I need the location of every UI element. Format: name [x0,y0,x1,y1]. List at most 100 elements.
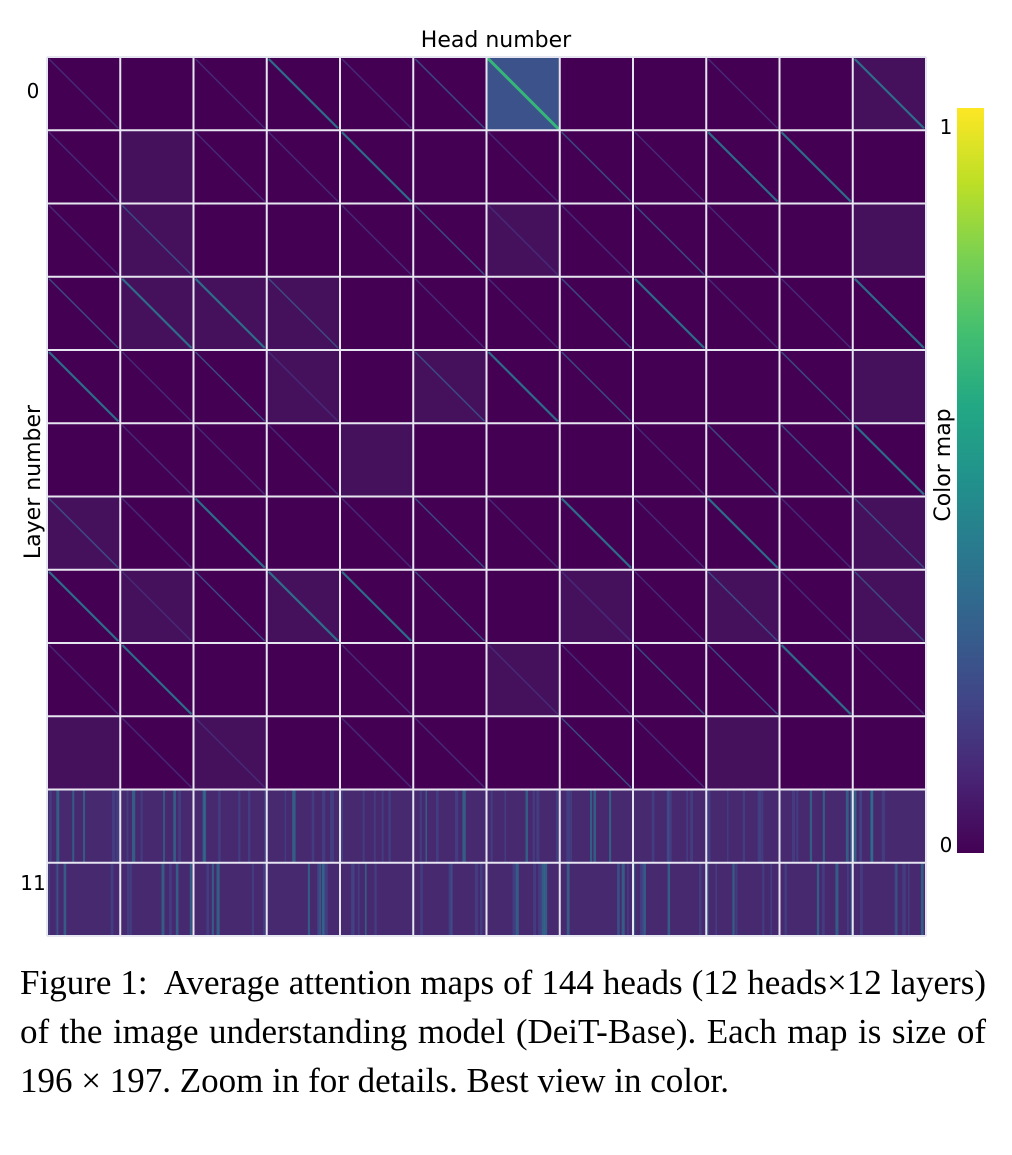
vertical-attention [448,862,451,936]
diagonal-attention [268,351,339,422]
diagonal-attention [195,424,266,495]
diagonal-attention [48,351,120,423]
vertical-attention [49,789,52,863]
vertical-attention [821,862,825,936]
diagonal-attention [341,570,413,642]
diagonal-attention [634,205,705,276]
diagonal-attention [781,571,852,642]
colorbar-min-label: 0 [940,833,953,857]
diagonal-attention [341,644,412,715]
vertical-attention [617,862,620,936]
diagonal-attention [854,498,925,569]
head-map-cell [266,496,340,570]
head-map-cell [486,789,560,863]
diagonal-attention [121,424,192,495]
head-map-cell [779,203,853,277]
vertical-attention [541,862,545,936]
diagonal-attention [341,58,412,129]
head-map-cell [413,643,487,717]
head-map-cell [633,57,707,131]
vertical-attention [859,862,863,936]
vertical-attention [263,862,265,936]
diagonal-attention [121,498,192,569]
vertical-attention [307,862,310,936]
vertical-attention [894,862,897,936]
diagonal-attention [121,205,192,276]
vertical-attention [340,789,344,863]
vertical-attention [727,789,729,863]
vertical-attention [642,862,646,936]
heatmap-grid [46,55,927,937]
vertical-attention [762,862,765,936]
vertical-attention [317,862,320,936]
diagonal-attention [414,717,485,788]
head-map-cell [706,350,780,424]
diagonal-attention [707,131,779,203]
row-tick-label-first: 0 [27,79,40,103]
diagonal-attention [561,717,632,788]
vertical-attention [56,789,60,863]
diagonal-attention [707,278,778,349]
vertical-attention [822,789,825,863]
head-map-cell [633,350,707,424]
head-map-cell [193,862,267,936]
diagonal-attention [414,58,485,129]
vertical-attention [350,862,354,936]
head-map-cell [193,643,267,717]
vertical-attention [203,789,207,863]
head-map-cell [413,789,487,863]
diagonal-attention [121,351,192,422]
diagonal-attention [268,278,339,349]
head-map-cell [120,130,194,204]
vertical-attention [111,789,116,863]
head-map-cell [266,643,340,717]
vertical-attention [796,789,799,863]
vertical-attention [247,789,251,863]
vertical-attention [835,862,839,936]
head-map-cell [852,203,926,277]
diagonal-attention [781,351,852,422]
vertical-attention [536,789,540,863]
head-map-cell [779,57,853,131]
diagonal-attention [48,58,119,129]
vertical-attention [388,789,391,863]
vertical-attention [374,862,377,936]
head-map-cell [559,423,633,497]
head-map-cell [340,423,414,497]
vertical-attention [292,789,296,863]
diagonal-attention [634,131,705,202]
vertical-attention [474,862,479,936]
diagonal-attention [781,498,852,569]
vertical-attention [621,862,625,936]
vertical-attention [732,862,735,936]
diagonal-attention [634,717,705,788]
y-axis-title: Layer number [21,404,46,559]
vertical-attention [651,789,655,863]
vertical-attention [263,789,267,863]
vertical-attention [321,789,326,863]
vertical-attention [566,862,570,936]
vertical-attention [425,789,428,863]
diagonal-attention [48,570,120,642]
vertical-attention [669,789,672,863]
vertical-attention [504,789,507,863]
vertical-attention [845,789,849,863]
head-map-cell [413,130,487,204]
vertical-attention [251,862,255,936]
diagonal-attention [487,351,559,423]
head-map-cell [779,862,853,936]
diagonal-attention [781,278,852,349]
vertical-attention [435,789,439,863]
diagonal-attention [634,644,705,715]
head-map-cell [486,423,560,497]
diagonal-attention [194,277,266,349]
diagonal-attention [488,644,559,715]
vertical-attention [757,789,761,863]
diagonal-attention [195,571,266,642]
vertical-attention [479,862,483,936]
diagonal-attention [707,205,778,276]
vertical-attention [362,789,365,863]
vertical-attention [311,789,315,863]
diagonal-attention [707,424,778,495]
vertical-attention [515,862,519,936]
